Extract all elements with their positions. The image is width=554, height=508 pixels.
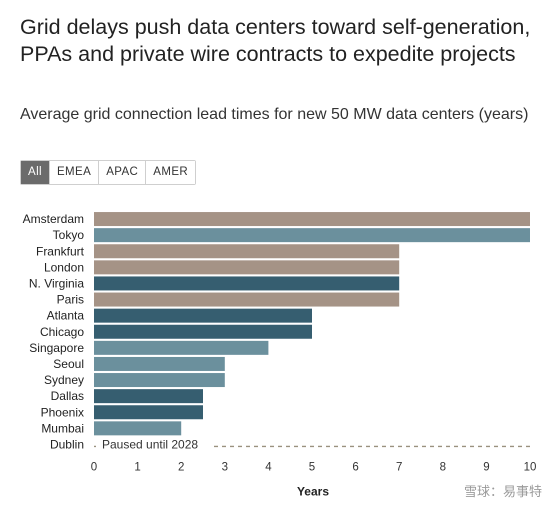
category-label: Paris xyxy=(57,293,84,307)
bar xyxy=(94,212,530,227)
bar-chart: Amsterdam Tokyo Frankfurt London N. Virginia… xyxy=(23,212,537,499)
category-label: Dallas xyxy=(51,389,84,403)
chart-subtitle: Average grid connection lead times for n… xyxy=(20,106,529,123)
bar xyxy=(94,244,400,259)
bar xyxy=(94,340,269,355)
bar xyxy=(94,292,400,307)
x-axis-title: Years xyxy=(297,485,329,499)
category-label: London xyxy=(44,260,84,274)
bar xyxy=(94,421,182,436)
bar xyxy=(94,308,312,323)
filter-amer-button[interactable]: AMER xyxy=(146,161,196,184)
bar xyxy=(94,389,203,404)
filter-emea-button[interactable]: EMEA xyxy=(49,161,100,184)
annotation-label: Paused until 2028 xyxy=(102,437,198,451)
x-tick-label: 10 xyxy=(524,462,537,474)
bar xyxy=(94,373,225,388)
x-tick-label: 8 xyxy=(440,462,446,474)
bar xyxy=(94,276,400,291)
x-tick-label: 1 xyxy=(134,462,140,474)
x-tick-label: 5 xyxy=(309,462,315,474)
category-label: N. Virginia xyxy=(29,276,84,290)
bar xyxy=(94,405,203,420)
x-tick-label: 4 xyxy=(265,462,272,474)
category-label: Atlanta xyxy=(47,309,85,323)
category-label: Sydney xyxy=(44,373,84,387)
watermark: 雪球：易事特 xyxy=(463,484,542,499)
x-tick-label: 9 xyxy=(483,462,489,474)
x-tick-label: 6 xyxy=(352,462,358,474)
category-label: Chicago xyxy=(40,325,84,339)
filter-all-button[interactable]: All xyxy=(21,161,50,184)
category-label: Singapore xyxy=(29,341,84,355)
annotation-background xyxy=(96,438,214,452)
category-label: Amsterdam xyxy=(23,212,84,226)
filter-apac-button[interactable]: APAC xyxy=(99,161,147,184)
bar xyxy=(94,260,400,275)
bar xyxy=(94,324,312,339)
bar xyxy=(94,356,225,371)
category-label: Frankfurt xyxy=(36,244,85,258)
region-filter-group: All EMEA APAC AMER xyxy=(20,160,197,185)
category-label: Mumbai xyxy=(41,421,84,435)
x-tick-label: 0 xyxy=(91,462,97,474)
x-tick-label: 7 xyxy=(396,462,402,474)
x-tick-label: 3 xyxy=(222,462,228,474)
category-label: Tokyo xyxy=(53,228,85,242)
category-label: Dublin xyxy=(50,437,84,451)
x-tick-label: 2 xyxy=(178,462,184,474)
chart-title: Grid delays push data centers toward sel… xyxy=(20,15,531,66)
bar xyxy=(94,228,530,243)
category-label: Seoul xyxy=(53,357,84,371)
category-label: Phoenix xyxy=(41,405,84,419)
